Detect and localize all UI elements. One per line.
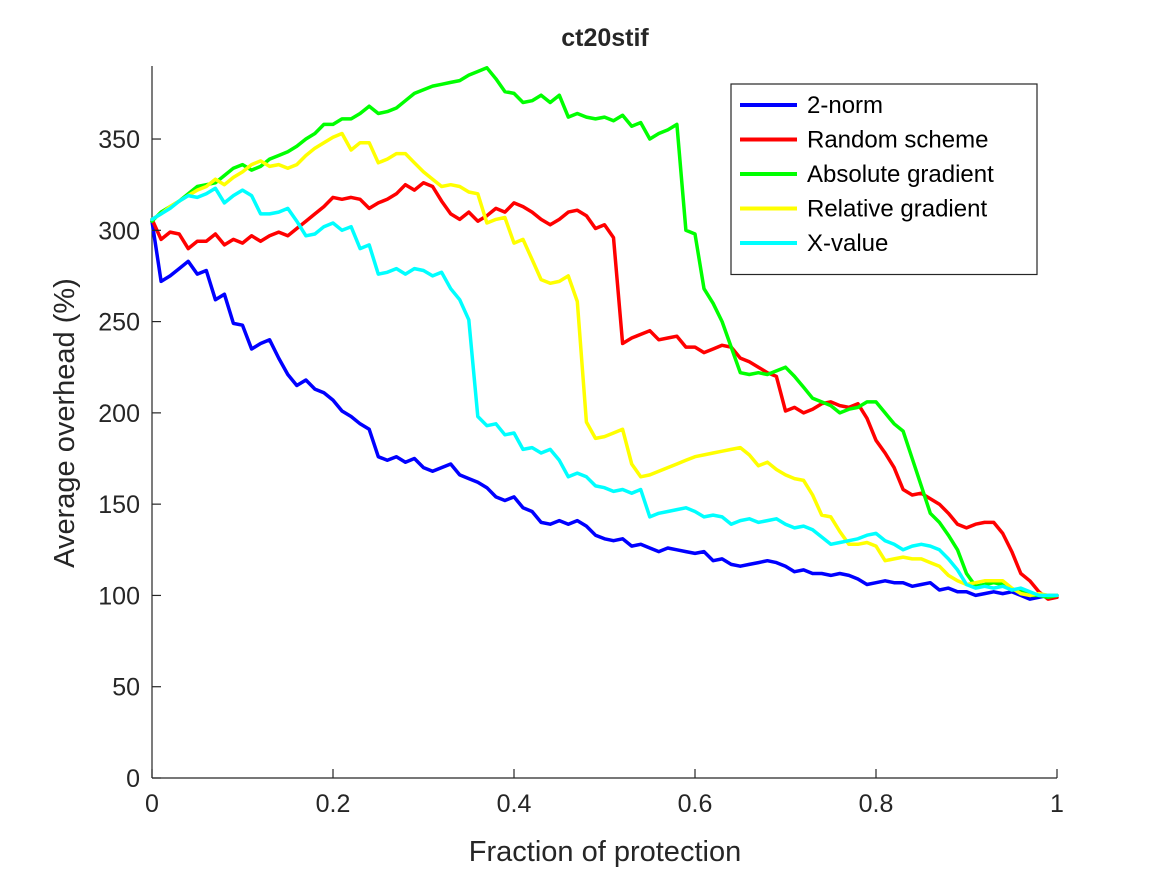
y-tick-label: 300 <box>98 217 140 245</box>
series-layer <box>150 66 1059 601</box>
series-line-3 <box>150 66 1059 600</box>
x-tick-label: 0 <box>145 790 159 818</box>
y-tick-label: 350 <box>98 126 140 154</box>
y-axis-label: Average overhead (%) <box>49 278 81 568</box>
series-line-4 <box>150 131 1059 598</box>
y-tick-label: 50 <box>112 674 140 702</box>
legend-entry-label: 2-norm <box>807 92 883 119</box>
legend-entry-label: X-value <box>807 230 888 257</box>
legend-entry-label: Relative gradient <box>807 196 987 223</box>
y-tick-label: 200 <box>98 400 140 428</box>
legend-entry-label: Absolute gradient <box>807 161 994 188</box>
x-axis-label: Fraction of protection <box>469 836 741 868</box>
x-tick-label: 0.2 <box>316 790 351 818</box>
ticks-layer: 0 0.2 0.4 0.6 0.8 1 0 50 100 150 200 250 300 350 <box>98 126 1064 818</box>
y-tick-label: 0 <box>126 765 140 793</box>
series-line-1 <box>150 219 1059 601</box>
legend-entry-label: Random scheme <box>807 127 988 154</box>
x-tick-label: 0.8 <box>859 790 894 818</box>
y-tick-label: 100 <box>98 582 140 610</box>
x-tick-label: 0.4 <box>497 790 532 818</box>
series-line-5 <box>150 186 1059 598</box>
chart-title: ct20stif <box>561 24 649 52</box>
x-tick-label: 0.6 <box>678 790 713 818</box>
y-tick-label: 250 <box>98 309 140 337</box>
y-tick-label: 150 <box>98 491 140 519</box>
legend: 2-norm Random scheme Absolute gradient Rela… <box>730 83 1038 276</box>
series-line-2 <box>150 181 1059 601</box>
x-tick-label: 1 <box>1050 790 1064 818</box>
